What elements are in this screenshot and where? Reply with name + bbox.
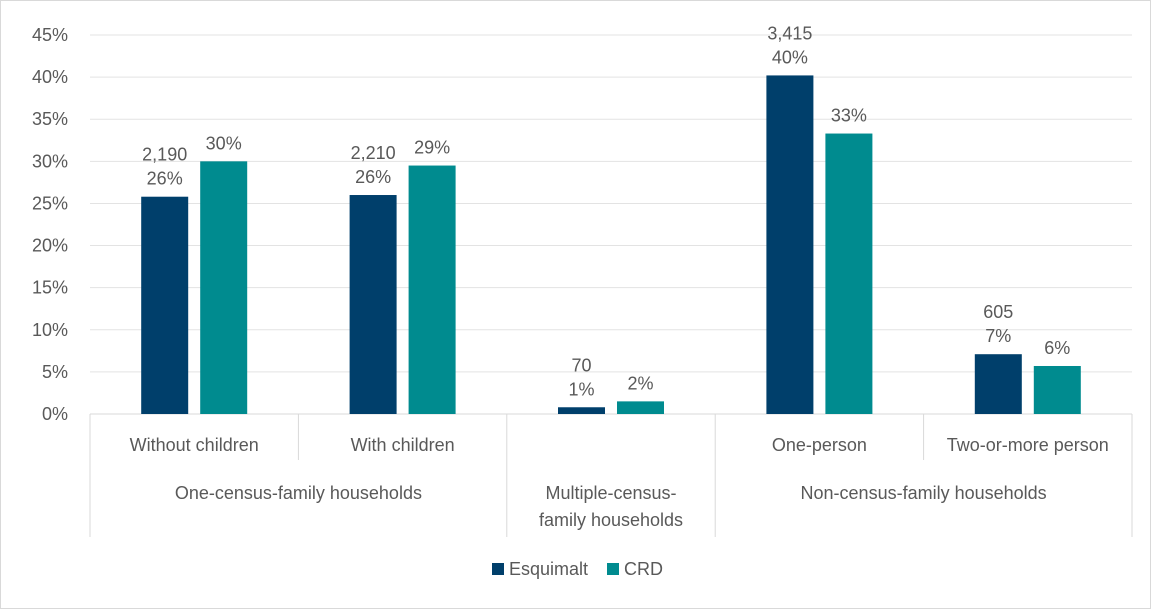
bar-crd [200,161,248,414]
bar-crd [825,133,873,415]
bar-crd [617,401,664,414]
data-label-esquimalt-percent: 40% [772,47,808,67]
x-group-label: Non-census-family households [801,483,1047,503]
legend-label-esquimalt: Esquimalt [509,559,588,579]
y-tick-label: 45% [32,25,68,45]
x-group-label: family households [539,510,683,530]
data-label-esquimalt-count: 2,190 [142,145,187,165]
axes: 0% 5% 10% 15% 20% 25% 30% 35% 40% 45% Without chil… [32,25,1133,537]
data-label-crd-percent: 33% [831,106,867,126]
y-tick-label: 40% [32,67,68,87]
bar-crd [408,165,456,414]
data-label-esquimalt-count: 605 [983,302,1013,322]
data-label-esquimalt-percent: 26% [147,169,183,189]
x-group-label: One-census-family households [175,483,422,503]
legend-swatch-esquimalt [492,563,504,575]
x-group-label: Multiple-census- [545,483,676,503]
y-tick-label: 35% [32,109,68,129]
data-label-esquimalt-count: 2,210 [351,143,396,163]
data-label-crd-percent: 2% [627,373,653,393]
y-tick-label: 20% [32,236,68,256]
y-tick-label: 15% [32,278,68,298]
bars [141,75,1081,415]
x-tick-label: With children [351,435,455,455]
x-tick-label: Without children [130,435,259,455]
bar-esquimalt [558,407,605,414]
data-label-esquimalt-percent: 1% [568,379,594,399]
bar-esquimalt [766,75,814,414]
data-label-esquimalt-percent: 26% [355,167,391,187]
bar-crd [1033,365,1081,414]
data-label-crd-percent: 6% [1044,338,1070,358]
data-labels: 26% 2,190 30% 26% 2,210 29% 1% 70 2% 40% 3,415 33% 7… [142,23,1070,399]
y-tick-label: 25% [32,193,68,213]
y-tick-label: 0% [42,404,68,424]
y-tick-label: 30% [32,151,68,171]
legend-swatch-crd [607,563,619,575]
legend: Esquimalt CRD [492,559,663,579]
x-tick-label: Two-or-more person [947,435,1109,455]
bar-esquimalt [974,354,1022,414]
x-tick-label: One-person [772,435,867,455]
data-label-esquimalt-percent: 7% [985,326,1011,346]
y-tick-label: 10% [32,320,68,340]
data-label-crd-percent: 30% [206,133,242,153]
legend-label-crd: CRD [624,559,663,579]
gridlines [90,34,1132,415]
data-label-esquimalt-count: 3,415 [767,23,812,43]
y-tick-label: 5% [42,362,68,382]
data-label-crd-percent: 29% [414,138,450,158]
bar-esquimalt [349,195,397,414]
data-label-esquimalt-count: 70 [571,355,591,375]
bar-esquimalt [141,196,189,414]
